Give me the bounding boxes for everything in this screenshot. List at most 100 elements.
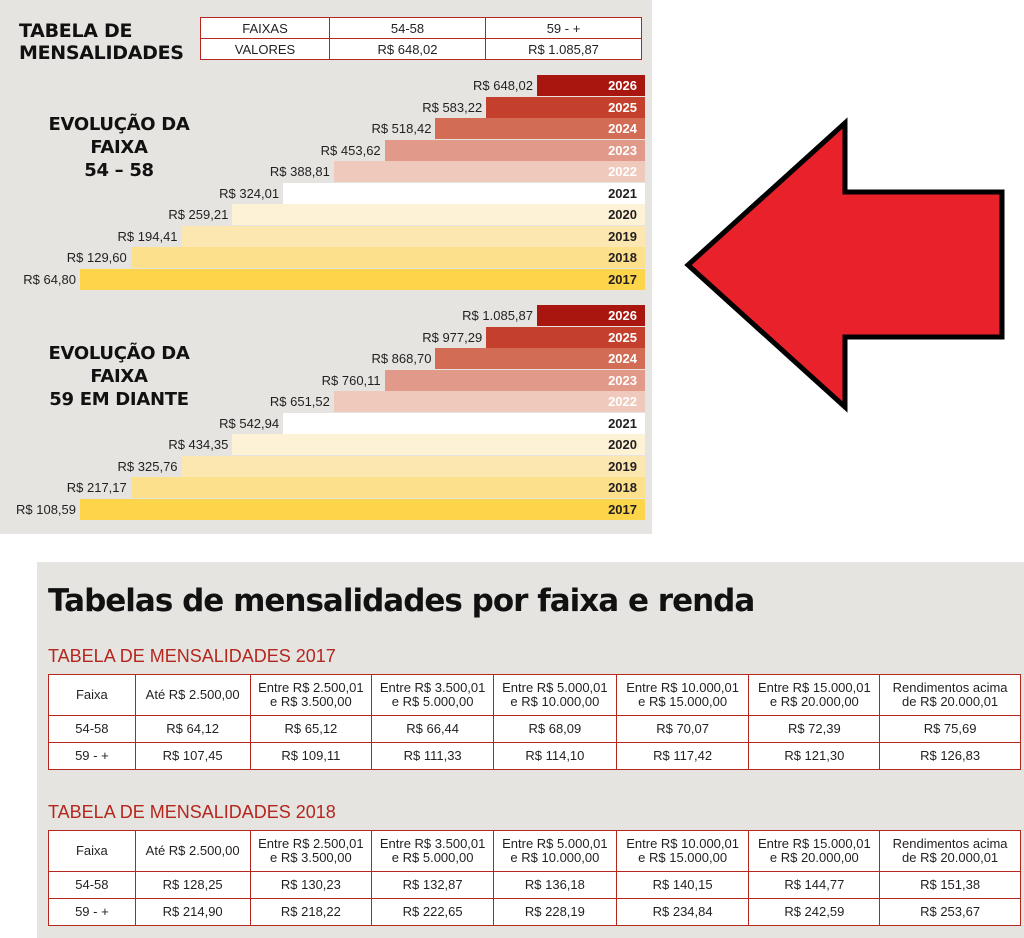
bar [333, 391, 645, 412]
bar-category-label: 2018 [608, 250, 637, 265]
bar-value-label: R$ 868,70 [371, 351, 432, 366]
bar [181, 225, 645, 247]
header-text: Entre R$ 5.000,01 [502, 836, 608, 851]
header-text: e R$ 15.000,00 [638, 694, 728, 709]
header-text: Entre R$ 5.000,01 [502, 680, 608, 695]
bar-row: R$ 518,42 2024 [0, 118, 645, 139]
table-header-cell: Entre R$ 3.500,01 e R$ 5.000,00 [371, 674, 494, 716]
bar-row: R$ 388,81 2022 [0, 161, 645, 182]
table-cell: R$ 222,65 [371, 898, 494, 926]
bar-row: R$ 542,94 2021 [0, 412, 645, 434]
table-cell: R$ 107,45 [134, 742, 251, 770]
table-cell: R$ 140,15 [615, 871, 750, 899]
table-cell: R$ 234,84 [615, 898, 750, 926]
bar-category-label: 2019 [608, 228, 637, 244]
header-text: Entre R$ 15.000,01 [757, 836, 871, 851]
bar-category-label: 2024 [608, 351, 637, 366]
bar-row: R$ 977,29 2025 [0, 326, 645, 348]
bar-value-label: R$ 194,41 [117, 228, 178, 244]
table-header-cell: Entre R$ 10.000,01 e R$ 15.000,00 [615, 830, 750, 872]
bar-value-label: R$ 651,52 [269, 394, 330, 409]
bar-value-label: R$ 108,59 [16, 501, 76, 517]
chart1-title-line1: EVOLUÇÃO DA FAIXA [48, 114, 190, 158]
header-text: Entre R$ 10.000,01 [626, 836, 739, 851]
bar-category-label: 2020 [608, 437, 637, 452]
table-cell: R$ 136,18 [493, 871, 617, 899]
bar-category-label: 2026 [608, 308, 637, 323]
summary-title: TABELA DE MENSALIDADES [19, 20, 184, 64]
bar [181, 455, 645, 477]
bar-value-label: R$ 434,35 [168, 437, 229, 452]
table-cell: R$ 214,90 [134, 898, 251, 926]
summary-cell: 59 - + [485, 17, 642, 39]
bar-category-label: 2021 [608, 415, 637, 431]
table-header-cell: Faixa [48, 674, 136, 716]
summary-table: FAIXAS 54-58 59 - + VALORES R$ 648,02 R$… [200, 17, 642, 60]
table-cell: R$ 151,38 [879, 871, 1021, 899]
table-cell: R$ 144,77 [748, 871, 881, 899]
table-row: 54-58 R$ 128,25 R$ 130,23 R$ 132,87 R$ 136,1… [48, 871, 1021, 899]
header-text: Até R$ 2.500,00 [145, 687, 240, 702]
table-cell: R$ 66,44 [371, 715, 494, 743]
table-cell: R$ 132,87 [371, 871, 494, 899]
table-cell: R$ 128,25 [134, 871, 251, 899]
table-cell: R$ 253,67 [879, 898, 1021, 926]
header-text: e R$ 10.000,00 [510, 694, 600, 709]
bar-value-label: R$ 518,42 [371, 121, 432, 136]
header-text: Faixa [75, 843, 108, 858]
bar [537, 75, 645, 96]
bar-category-label: 2017 [608, 501, 637, 517]
bar [384, 139, 645, 161]
table-cell: R$ 228,19 [493, 898, 617, 926]
summary-cell: R$ 1.085,87 [485, 38, 642, 60]
left-arrow-shape [684, 117, 1005, 413]
bar-category-label: 2019 [608, 458, 637, 474]
header-text: e R$ 20.000,00 [769, 694, 859, 709]
bar [80, 498, 645, 520]
bar-value-label: R$ 324,01 [219, 185, 280, 201]
bar [486, 96, 645, 118]
header-text: e R$ 20.000,00 [769, 850, 859, 865]
bar-value-label: R$ 542,94 [219, 415, 280, 431]
table-header-cell: Até R$ 2.500,00 [134, 674, 251, 716]
header-text: Entre R$ 15.000,01 [757, 680, 871, 695]
bar [435, 348, 645, 369]
bar-value-label: R$ 388,81 [269, 164, 330, 179]
bar-value-label: R$ 453,62 [320, 142, 381, 158]
bar-row: R$ 434,35 2020 [0, 434, 645, 455]
bar-row: R$ 648,02 2026 [0, 75, 645, 96]
header-text: e R$ 5.000,00 [391, 850, 474, 865]
table-cell: 59 - + [48, 898, 136, 926]
header-text: Entre R$ 2.500,01 [258, 836, 364, 851]
summary-label: VALORES [200, 38, 330, 60]
table-cell: R$ 75,69 [879, 715, 1021, 743]
bar-value-label: R$ 217,17 [66, 480, 127, 495]
table-header-row: Faixa Até R$ 2.500,00 Entre R$ 2.500,01 e R… [48, 830, 1021, 872]
bar-category-label: 2024 [608, 121, 637, 136]
bottom-title: Tabelas de mensalidades por faixa e rend… [48, 583, 755, 619]
summary-label: FAIXAS [200, 17, 330, 39]
table-header-cell: Rendimentos acima de R$ 20.000,01 [879, 674, 1021, 716]
bar-category-label: 2025 [608, 329, 637, 345]
header-text: e R$ 15.000,00 [638, 850, 728, 865]
bar-row: R$ 583,22 2025 [0, 96, 645, 118]
table-2017: Faixa Até R$ 2.500,00 Entre R$ 2.500,01 e R… [48, 674, 1021, 770]
table-cell: R$ 114,10 [493, 742, 617, 770]
bar-row: R$ 64,80 2017 [0, 268, 645, 290]
bar-row: R$ 868,70 2024 [0, 348, 645, 369]
bar-row: R$ 325,76 2019 [0, 455, 645, 477]
bar-row: R$ 108,59 2017 [0, 498, 645, 520]
table-header-cell: Rendimentos acima de R$ 20.000,01 [879, 830, 1021, 872]
header-text: e R$ 3.500,00 [270, 694, 352, 709]
summary-cell: 54-58 [329, 17, 486, 39]
summary-title-line1: TABELA DE [19, 20, 133, 42]
bar-category-label: 2023 [608, 142, 637, 158]
header-text: e R$ 5.000,00 [391, 694, 474, 709]
summary-row-valores: VALORES R$ 648,02 R$ 1.085,87 [200, 38, 642, 60]
table-row: 54-58 R$ 64,12 R$ 65,12 R$ 66,44 R$ 68,09 R$ … [48, 715, 1021, 743]
bar-row: R$ 453,62 2023 [0, 139, 645, 161]
table-header-row: Faixa Até R$ 2.500,00 Entre R$ 2.500,01 e R… [48, 674, 1021, 716]
header-text: Faixa [75, 687, 108, 702]
bar-value-label: R$ 64,80 [23, 271, 76, 287]
table-header-cell: Até R$ 2.500,00 [134, 830, 251, 872]
